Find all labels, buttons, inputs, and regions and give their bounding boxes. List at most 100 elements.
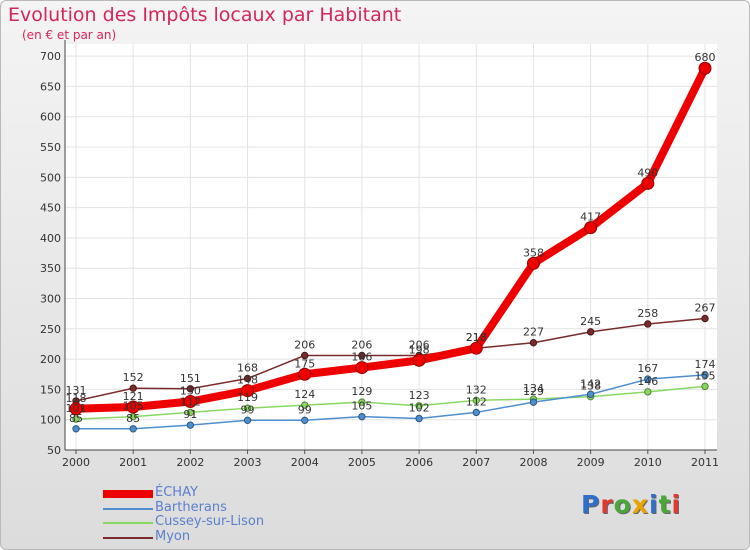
data-point-bartherans xyxy=(358,412,366,421)
y-tick-label: 300 xyxy=(40,293,61,306)
data-label-bartherans: 99 xyxy=(298,403,312,416)
data-label-cussey-sur-lison: 112 xyxy=(180,395,201,408)
data-point--chay xyxy=(126,400,140,414)
data-label-myon: 267 xyxy=(695,302,716,315)
data-label-cussey-sur-lison: 155 xyxy=(695,369,716,382)
data-point--chay xyxy=(526,256,540,270)
series-line-cussey-sur-lison xyxy=(75,385,706,420)
data-label--chay: 417 xyxy=(580,211,601,224)
data-label--chay: 198 xyxy=(409,343,430,356)
legend-label: Myon xyxy=(155,528,191,544)
data-label-cussey-sur-lison: 119 xyxy=(237,391,258,404)
data-point-bartherans xyxy=(72,425,80,433)
data-label-myon: 227 xyxy=(523,326,544,339)
data-point--chay xyxy=(69,402,83,416)
logo-letter: x xyxy=(631,490,649,519)
y-tick-label: 100 xyxy=(40,414,61,427)
legend-swatch xyxy=(103,522,153,524)
data-label--chay: 186 xyxy=(351,351,372,364)
data-point-myon xyxy=(243,374,252,383)
x-tick-label: 2008 xyxy=(519,456,547,469)
data-point-cussey-sur-lison xyxy=(358,398,366,406)
data-point-bartherans xyxy=(644,375,652,383)
y-tick-label: 700 xyxy=(40,50,61,63)
data-label-bartherans: 85 xyxy=(69,412,83,425)
x-tick-label: 2002 xyxy=(176,456,204,469)
data-label--chay: 148 xyxy=(237,374,258,387)
data-label-bartherans: 174 xyxy=(695,358,716,371)
y-tick-label: 500 xyxy=(40,171,61,184)
data-label-bartherans: 99 xyxy=(241,403,255,416)
data-label-myon: 218 xyxy=(466,331,487,344)
data-label-cussey-sur-lison: 124 xyxy=(294,388,315,401)
legend-swatch xyxy=(103,536,153,539)
data-point-cussey-sur-lison xyxy=(243,404,252,412)
data-point-myon xyxy=(586,328,595,336)
data-label-bartherans: 112 xyxy=(466,395,487,408)
data-label-bartherans: 105 xyxy=(351,400,372,413)
logo-letter: i xyxy=(671,490,682,519)
data-label-cussey-sur-lison: 101 xyxy=(66,402,87,415)
plot-area xyxy=(65,44,717,450)
data-label-myon: 258 xyxy=(637,307,658,320)
y-tick-label: 150 xyxy=(40,383,61,396)
x-tick-label: 2010 xyxy=(634,456,662,469)
data-point-bartherans xyxy=(472,408,480,417)
x-tick-label: 2000 xyxy=(62,456,90,469)
data-point-myon xyxy=(701,314,709,323)
data-point-myon xyxy=(129,384,137,392)
data-point-myon xyxy=(529,339,538,347)
data-point-cussey-sur-lison xyxy=(701,382,709,391)
data-point-cussey-sur-lison xyxy=(72,415,80,423)
grid-lines xyxy=(65,44,717,451)
data-point-bartherans xyxy=(586,390,595,398)
legend-label: ÉCHAY xyxy=(155,485,198,500)
data-label--chay: 175 xyxy=(294,357,315,370)
data-point-bartherans xyxy=(529,398,538,406)
data-point-cussey-sur-lison xyxy=(186,408,195,417)
data-label-myon: 168 xyxy=(237,361,258,374)
data-label--chay: 218 xyxy=(466,331,487,344)
logo-letter: r xyxy=(600,490,614,519)
data-point-cussey-sur-lison xyxy=(415,402,423,410)
legend-swatch xyxy=(103,507,153,510)
logo-letter: t xyxy=(658,490,672,519)
data-label--chay: 130 xyxy=(180,385,201,398)
data-label-myon: 206 xyxy=(409,338,430,351)
data-point-bartherans xyxy=(129,425,137,433)
data-label--chay: 118 xyxy=(66,392,87,405)
data-point-myon xyxy=(186,385,195,393)
data-point--chay xyxy=(469,341,483,355)
data-label-myon: 245 xyxy=(580,315,601,328)
logo-letter: o xyxy=(613,490,632,519)
x-tick-label: 2004 xyxy=(291,456,319,469)
series-line-bartherans xyxy=(75,374,706,430)
data-point--chay xyxy=(412,353,426,367)
data-label--chay: 358 xyxy=(523,246,544,259)
data-point--chay xyxy=(584,221,598,235)
data-point-cussey-sur-lison xyxy=(644,388,652,396)
data-point-myon xyxy=(358,351,366,360)
data-label--chay: 680 xyxy=(695,51,716,64)
y-tick-label: 250 xyxy=(40,323,61,336)
x-tick-label: 2001 xyxy=(119,456,147,469)
data-label-bartherans: 102 xyxy=(409,401,430,414)
series-line-myon xyxy=(75,317,706,402)
data-point-bartherans xyxy=(701,371,709,379)
data-label-bartherans: 85 xyxy=(126,412,140,425)
data-label-cussey-sur-lison: 146 xyxy=(637,375,658,388)
data-label--chay: 121 xyxy=(123,390,144,403)
data-point--chay xyxy=(183,395,197,409)
data-label-cussey-sur-lison: 123 xyxy=(409,389,430,402)
data-point--chay xyxy=(355,361,369,375)
x-tick-label: 2003 xyxy=(234,456,262,469)
chart-title: Evolution des Impôts locaux par Habitant xyxy=(8,4,402,26)
proxiti-logo: Proxiti xyxy=(581,490,681,519)
x-tick-label: 2007 xyxy=(462,456,490,469)
y-tick-label: 650 xyxy=(40,80,61,93)
data-label-bartherans: 129 xyxy=(523,385,544,398)
data-label-myon: 131 xyxy=(66,384,87,397)
data-label--chay: 490 xyxy=(637,166,658,179)
x-tick-label: 2009 xyxy=(577,456,605,469)
data-label-cussey-sur-lison: 134 xyxy=(523,382,544,395)
